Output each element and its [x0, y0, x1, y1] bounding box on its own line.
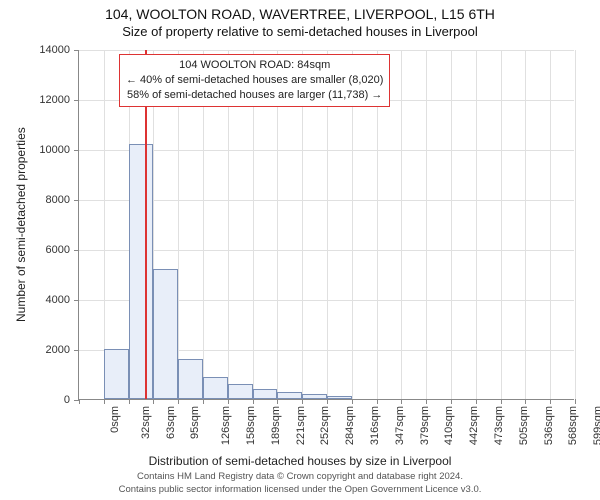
y-tick-label: 10000: [14, 144, 70, 156]
x-tick-label: 189sqm: [270, 406, 282, 445]
x-tick-label: 221sqm: [295, 406, 307, 445]
x-tick-mark: [129, 399, 130, 404]
x-tick-mark: [426, 399, 427, 404]
y-tick-mark: [74, 350, 79, 351]
x-tick-label: 347sqm: [394, 406, 406, 445]
histogram-bar: [203, 377, 228, 400]
x-tick-label: 32sqm: [140, 406, 152, 439]
grid-line-vertical: [501, 50, 502, 399]
grid-line-vertical: [525, 50, 526, 399]
histogram-bar: [104, 349, 129, 399]
histogram-bar: [327, 396, 352, 399]
info-box-line-1: 104 WOOLTON ROAD: 84sqm: [126, 58, 383, 73]
x-axis-label: Distribution of semi-detached houses by …: [0, 454, 600, 468]
x-tick-mark: [79, 399, 80, 404]
histogram-bar: [277, 392, 302, 400]
property-info-box: 104 WOOLTON ROAD: 84sqm← 40% of semi-det…: [119, 54, 390, 107]
y-tick-label: 6000: [14, 244, 70, 256]
x-tick-label: 536sqm: [543, 406, 555, 445]
x-tick-label: 379sqm: [419, 406, 431, 445]
x-tick-label: 95sqm: [189, 406, 201, 439]
histogram-bar: [178, 359, 203, 399]
x-tick-label: 0sqm: [109, 406, 121, 433]
x-tick-label: 284sqm: [344, 406, 356, 445]
grid-line-vertical: [550, 50, 551, 399]
x-tick-mark: [302, 399, 303, 404]
x-tick-label: 410sqm: [444, 406, 456, 445]
footer-licence: Contains HM Land Registry data © Crown c…: [0, 471, 600, 496]
chart-plot-area: 104 WOOLTON ROAD: 84sqm← 40% of semi-det…: [78, 50, 574, 400]
x-tick-mark: [377, 399, 378, 404]
x-tick-mark: [525, 399, 526, 404]
y-tick-mark: [74, 150, 79, 151]
grid-line-vertical: [426, 50, 427, 399]
x-tick-mark: [327, 399, 328, 404]
x-tick-label: 158sqm: [245, 406, 257, 445]
y-tick-label: 12000: [14, 94, 70, 106]
y-tick-label: 8000: [14, 194, 70, 206]
y-tick-mark: [74, 50, 79, 51]
x-tick-mark: [253, 399, 254, 404]
x-tick-label: 568sqm: [568, 406, 580, 445]
y-tick-mark: [74, 100, 79, 101]
x-tick-mark: [203, 399, 204, 404]
grid-line-vertical: [451, 50, 452, 399]
histogram-bar: [153, 269, 178, 399]
x-tick-mark: [575, 399, 576, 404]
x-tick-mark: [153, 399, 154, 404]
x-tick-label: 505sqm: [518, 406, 530, 445]
x-tick-label: 316sqm: [369, 406, 381, 445]
x-tick-label: 599sqm: [592, 406, 600, 445]
x-tick-label: 126sqm: [220, 406, 232, 445]
x-tick-label: 252sqm: [320, 406, 332, 445]
grid-line-vertical: [575, 50, 576, 399]
title-line-1: 104, WOOLTON ROAD, WAVERTREE, LIVERPOOL,…: [0, 6, 600, 22]
x-tick-mark: [550, 399, 551, 404]
y-tick-label: 4000: [14, 294, 70, 306]
x-tick-mark: [178, 399, 179, 404]
y-tick-mark: [74, 200, 79, 201]
y-tick-label: 2000: [14, 344, 70, 356]
y-tick-label: 14000: [14, 44, 70, 56]
grid-line-vertical: [104, 50, 105, 399]
info-box-line-2: ← 40% of semi-detached houses are smalle…: [126, 73, 383, 88]
x-tick-mark: [401, 399, 402, 404]
x-tick-mark: [228, 399, 229, 404]
histogram-bar: [253, 389, 278, 399]
histogram-bar: [129, 144, 154, 399]
histogram-bar: [228, 384, 253, 399]
grid-line-vertical: [476, 50, 477, 399]
x-tick-mark: [352, 399, 353, 404]
y-tick-mark: [74, 300, 79, 301]
footer-line-1: Contains HM Land Registry data © Crown c…: [137, 471, 463, 482]
x-tick-mark: [277, 399, 278, 404]
x-tick-label: 473sqm: [493, 406, 505, 445]
title-line-2: Size of property relative to semi-detach…: [0, 24, 600, 39]
x-tick-label: 442sqm: [468, 406, 480, 445]
x-tick-mark: [501, 399, 502, 404]
x-tick-mark: [476, 399, 477, 404]
info-box-line-3: 58% of semi-detached houses are larger (…: [126, 88, 383, 103]
y-tick-label: 0: [14, 394, 70, 406]
footer-line-2: Contains public sector information licen…: [119, 484, 482, 495]
histogram-bar: [302, 394, 327, 399]
grid-line-vertical: [401, 50, 402, 399]
x-tick-label: 63sqm: [165, 406, 177, 439]
x-tick-mark: [451, 399, 452, 404]
x-tick-mark: [104, 399, 105, 404]
y-tick-mark: [74, 250, 79, 251]
